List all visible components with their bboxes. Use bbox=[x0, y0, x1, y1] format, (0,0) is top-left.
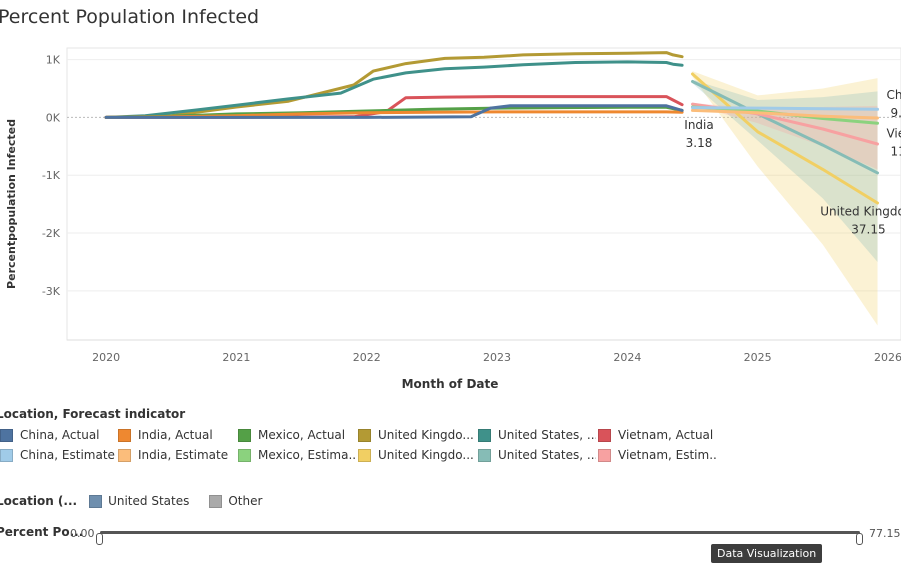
series-united-kingdom-estimate bbox=[691, 72, 879, 205]
legend-label: India, Estimate bbox=[138, 448, 229, 462]
legend-item[interactable]: United Kingdo... bbox=[358, 426, 476, 444]
legend-swatch bbox=[598, 428, 611, 442]
legend-item[interactable]: United Kingdo... bbox=[358, 446, 476, 464]
x-axis-title: Month of Date bbox=[402, 377, 499, 391]
legend-label: United Kingdo... bbox=[378, 428, 474, 442]
y-tick-label: -3K bbox=[42, 285, 61, 298]
annotation-vietnam-name: Vietnam bbox=[886, 127, 901, 141]
location-option-united-states[interactable]: United States bbox=[89, 494, 189, 508]
annotation-vietnam-value: 11.84 bbox=[890, 145, 901, 159]
annotation-china-name: China bbox=[886, 88, 901, 102]
y-tick-label: 1K bbox=[46, 54, 61, 67]
legend-label: United States, ... bbox=[498, 428, 596, 442]
series-china-actual bbox=[104, 104, 684, 119]
location-option-other[interactable]: Other bbox=[209, 494, 262, 508]
other-swatch bbox=[209, 494, 223, 508]
band-united-states-estimate bbox=[692, 79, 878, 262]
legend-swatch bbox=[598, 448, 611, 462]
legend-label: Mexico, Actual bbox=[258, 428, 346, 442]
legend-swatch bbox=[118, 448, 131, 462]
x-tick-label: 2020 bbox=[92, 351, 120, 364]
annotation-india-value: 3.18 bbox=[686, 136, 713, 150]
x-tick-label: 2026 bbox=[874, 351, 901, 364]
legend-label: India, Actual bbox=[138, 428, 213, 442]
legend-swatch bbox=[478, 448, 491, 462]
legend-swatch bbox=[238, 448, 251, 462]
series-india-estimate bbox=[691, 108, 879, 120]
band-united-kingdom-estimate bbox=[692, 71, 878, 326]
legend-item[interactable]: India, Actual bbox=[118, 426, 236, 444]
legend-swatch bbox=[238, 428, 251, 442]
range-handle-high[interactable] bbox=[856, 533, 863, 545]
legend-item[interactable]: Vietnam, Estim... bbox=[598, 446, 716, 464]
y-tick-label: 0K bbox=[46, 111, 61, 124]
united-states-label: United States bbox=[108, 494, 190, 508]
x-tick-label: 2022 bbox=[353, 351, 381, 364]
chart-title: Percent Population Infected bbox=[0, 6, 260, 28]
legend-swatch bbox=[0, 448, 13, 462]
legend-swatch bbox=[0, 428, 13, 442]
series-china-estimate bbox=[691, 106, 879, 111]
x-tick-label: 2021 bbox=[222, 351, 250, 364]
x-tick-label: 2024 bbox=[613, 351, 641, 364]
series-united-kingdom-actual bbox=[104, 51, 684, 119]
united-states-swatch bbox=[89, 494, 103, 508]
x-tick-label: 2025 bbox=[744, 351, 772, 364]
legend-item[interactable]: China, Estimate bbox=[0, 446, 118, 464]
legend-item[interactable]: United States, ... bbox=[478, 446, 596, 464]
location-filter[interactable]: Location (... United States Other bbox=[0, 492, 282, 510]
legend-item[interactable]: Vietnam, Actual bbox=[598, 426, 716, 444]
legend-swatch bbox=[358, 448, 371, 462]
x-tick-label: 2023 bbox=[483, 351, 511, 364]
annotation-india-name: India bbox=[684, 118, 713, 132]
tooltip: Data Visualization bbox=[711, 544, 823, 563]
annotation-china-value: 9.47 bbox=[890, 106, 901, 120]
range-slider-track[interactable] bbox=[96, 531, 863, 545]
range-filter-label: Percent Po... bbox=[0, 525, 84, 539]
series-united-states-estimate bbox=[691, 80, 879, 175]
legend-swatch bbox=[358, 428, 371, 442]
range-max-value: 77.15 bbox=[869, 527, 901, 540]
legend-label: United States, ... bbox=[498, 448, 596, 462]
legend-label: China, Actual bbox=[20, 428, 100, 442]
legend-item[interactable]: China, Actual bbox=[0, 426, 118, 444]
percent-range-filter[interactable]: Percent Po... 0.00 77.15 bbox=[0, 524, 901, 545]
other-label: Other bbox=[228, 494, 263, 508]
color-legend[interactable]: China, Actual India, Actual Mexico, Actual… bbox=[0, 426, 901, 470]
legend-title: Location, Forecast indicator bbox=[0, 407, 186, 421]
legend-label: China, Estimate bbox=[20, 448, 115, 462]
legend-item[interactable]: Mexico, Estima... bbox=[238, 446, 356, 464]
legend-label: United Kingdo... bbox=[378, 448, 474, 462]
y-tick-label: -2K bbox=[42, 227, 61, 240]
plot-area bbox=[66, 47, 901, 341]
legend-label: Vietnam, Actual bbox=[618, 428, 714, 442]
series-united-states-actual bbox=[104, 60, 684, 119]
location-filter-label: Location (... bbox=[0, 494, 78, 508]
legend-item[interactable]: India, Estimate bbox=[118, 446, 236, 464]
annotation-united-kingdom-value: 37.15 bbox=[851, 223, 885, 237]
annotation-united-kingdom-name: United Kingdom bbox=[820, 205, 901, 219]
legend-swatch bbox=[478, 428, 491, 442]
legend-swatch bbox=[118, 428, 131, 442]
legend-item[interactable]: Mexico, Actual bbox=[238, 426, 356, 444]
legend-label: Vietnam, Estim... bbox=[618, 448, 716, 462]
y-axis-title: Percentpopulation Infected bbox=[5, 119, 18, 289]
range-handle-low[interactable] bbox=[96, 533, 103, 545]
range-min-value: 0.00 bbox=[70, 527, 95, 540]
legend-label: Mexico, Estima... bbox=[258, 448, 356, 462]
y-tick-label: -1K bbox=[42, 169, 61, 182]
line-chart[interactable]: 1K 0K -1K -2K -3K 2020 2021 2022 2023 2024 2025 202… bbox=[0, 0, 901, 400]
legend-item[interactable]: United States, ... bbox=[478, 426, 596, 444]
